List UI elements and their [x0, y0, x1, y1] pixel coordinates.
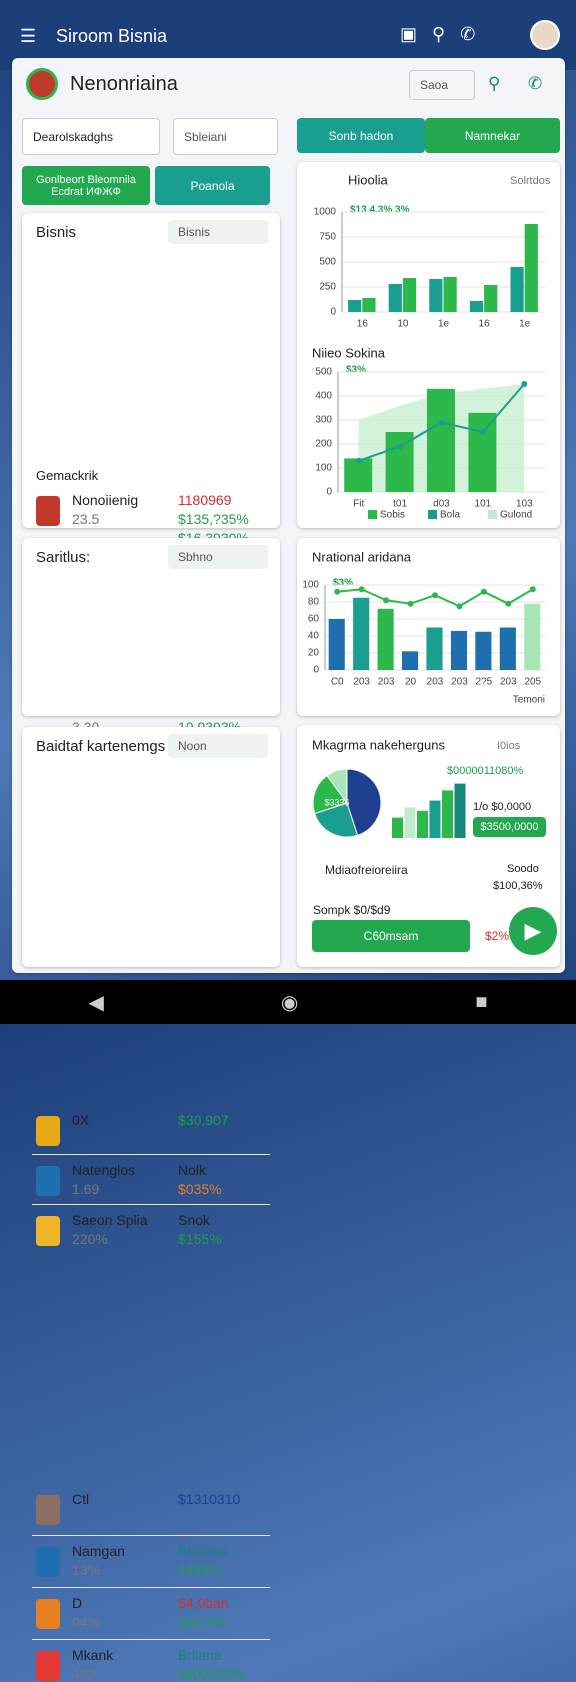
label: Soodo — [507, 863, 539, 875]
list-card: Bisnis Bisnis Gemackrik Nonoiienig 23.5 11809… — [22, 213, 280, 735]
row-label: 0X — [72, 1112, 90, 1128]
section-title: Gemackrik — [36, 468, 99, 483]
row-label: 13% — [72, 1562, 101, 1578]
item: 1/o $0,0000 — [473, 801, 532, 813]
divider — [32, 1535, 270, 1536]
icon — [36, 1651, 60, 1681]
row-value: $4,0ban — [178, 1595, 229, 1611]
button[interactable]: Namnekar — [425, 118, 560, 153]
row-label: D — [72, 1595, 83, 1611]
menu-icon[interactable]: ☰ — [20, 26, 37, 46]
button[interactable]: $3500,0000 — [473, 817, 546, 837]
divider — [32, 1639, 270, 1640]
row-value: 292,5% — [178, 1614, 226, 1630]
row-label: 23.5 — [72, 511, 100, 527]
row-value: $1310310 — [178, 1491, 241, 1507]
row-label: 220% — [72, 1231, 108, 1247]
row-value: $155% — [178, 1231, 222, 1247]
back[interactable]: ◀ — [88, 991, 104, 1014]
search-box[interactable]: Saoa — [409, 70, 475, 100]
avatar[interactable] — [530, 20, 560, 50]
icon — [36, 1495, 60, 1525]
row-value: Nolk — [178, 1162, 207, 1178]
row-label: Ctl — [72, 1491, 90, 1507]
row-value: $035% — [178, 1181, 222, 1197]
row-value: $135,?35% — [178, 511, 249, 527]
icon — [36, 496, 60, 526]
button[interactable]: Gonlbeort Bleomnila Ecdrat ИФЖФ — [22, 166, 150, 205]
header-title: Nenonriaina — [70, 73, 178, 95]
card-title: Baidtaf kartenemgs — [36, 738, 166, 755]
divider — [32, 1587, 270, 1588]
row-label: 04% — [72, 1614, 101, 1630]
divider — [32, 1204, 270, 1205]
row-label: Namgan — [72, 1543, 125, 1559]
divider — [32, 1154, 270, 1155]
card-title: Bisnis — [36, 224, 77, 241]
row-value: Mi00633% — [178, 1666, 245, 1682]
list-card: Baidtaf kartenemgs Noon Ctl $1310310 Namgan 1… — [22, 727, 280, 1682]
row-label: Saeon Splia — [72, 1212, 148, 1228]
icon — [36, 1116, 60, 1146]
row-value: Brilaria — [178, 1647, 222, 1663]
icon — [36, 1599, 60, 1629]
home[interactable]: ◉ — [280, 991, 299, 1014]
card-title: Saritlus: — [36, 549, 91, 566]
row-label: 4?3 — [72, 1666, 96, 1682]
button[interactable]: C60msam — [312, 920, 470, 952]
value: $2% — [485, 929, 510, 943]
fab[interactable]: ▶ — [509, 907, 557, 955]
recent[interactable]: ■ — [475, 990, 488, 1013]
logo — [26, 68, 58, 100]
card-select[interactable]: Noon — [168, 734, 268, 758]
row-label: Natenglos — [72, 1162, 136, 1178]
row-value: Snok — [178, 1212, 210, 1228]
value: $100,36% — [493, 880, 543, 892]
chart-card: $0000011080% 1/o $0,0000 $3500,0000 Mdia… — [297, 725, 560, 967]
button[interactable]: Sonb hadon — [297, 118, 425, 153]
text-input[interactable]: Dearolskadghs — [22, 118, 160, 155]
icon — [36, 1547, 60, 1577]
list-card: Saritlus: Sbhno 0X $30,907 Natenglos 1.69 Nolk… — [22, 538, 280, 1247]
item: $0000011080% — [447, 765, 524, 777]
row-label: 1.69 — [72, 1181, 100, 1197]
row-label: Mkank — [72, 1647, 114, 1663]
row-value: $30,907 — [178, 1112, 229, 1128]
dropdown[interactable]: Sbleiani — [173, 118, 278, 155]
button[interactable]: Poanola — [155, 166, 270, 205]
action-icons[interactable]: ▣ ⚲ ✆ — [400, 24, 476, 44]
row-value: Bririeria — [178, 1543, 227, 1559]
section-title: Mdiaofreioreiira — [325, 863, 408, 877]
nav-bar: ◀ ◉ ■ — [0, 980, 576, 1024]
card-select[interactable]: Bisnis — [168, 220, 268, 244]
app-title: Siroom Bisnia — [56, 26, 168, 46]
search-icon[interactable]: ⚲ — [488, 74, 501, 93]
label: Sompk $0/$d9 — [313, 903, 391, 917]
row-value: 4433% — [178, 1562, 222, 1578]
chart-card — [297, 162, 560, 528]
icon — [36, 1166, 60, 1196]
icon — [36, 1216, 60, 1246]
notify-icon[interactable]: ✆ — [528, 74, 543, 93]
row-value: 1180969 — [178, 492, 232, 508]
chart-card — [297, 538, 560, 716]
row-label: Nonoiienig — [72, 492, 139, 508]
card-select[interactable]: Sbhno — [168, 545, 268, 569]
